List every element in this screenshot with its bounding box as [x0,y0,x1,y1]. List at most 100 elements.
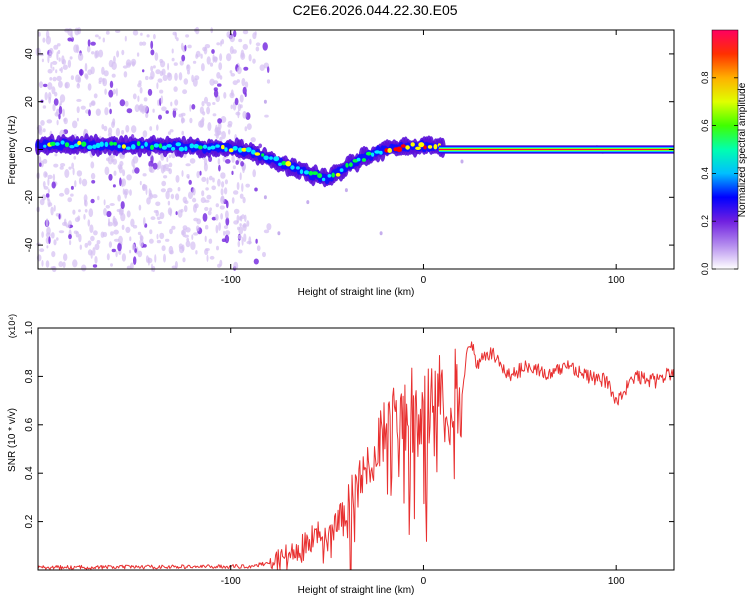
noise-speckle [39,248,45,253]
noise-speckle [129,236,132,242]
noise-speckle [91,51,95,55]
noise-speckle [237,234,242,240]
noise-speckle [95,108,101,116]
noise-speckle [241,183,244,192]
ridge-hotspot [251,149,256,155]
noise-speckle [244,214,247,222]
noise-speckle [244,126,248,132]
noise-speckle [42,158,48,164]
noise-speckle [216,245,219,251]
noise-speckle [180,208,184,213]
spectrogram-ytick-label: 0 [24,146,35,152]
ridge-hotspot [161,145,167,150]
noise-speckle [182,225,188,231]
colorbar-gradient [712,30,738,269]
noise-speckle [169,129,174,133]
ridge-hotspot [210,145,216,150]
ridge-hotspot [136,141,141,147]
noise-speckle [137,95,140,102]
ridge-hotspot [241,147,247,152]
noise-speckle [161,245,166,252]
spectrogram-panel: -100 0 100 -40 -20 0 20 40 Height of straight l… [7,26,675,298]
spectrogram-marks [35,26,674,273]
noise-speckle [90,250,93,259]
noise-speckle [120,201,125,210]
ridge-hotspot [178,146,185,152]
ridge-hotspot [303,170,310,175]
noise-speckle [112,184,116,188]
noise-speckle [183,78,189,85]
noise-speckle [168,245,174,255]
noise-speckle [240,215,243,222]
noise-speckle [139,180,142,186]
noise-speckle [72,120,78,129]
spectrogram-ytick-label: -20 [24,190,35,205]
noise-speckle [90,41,96,46]
noise-speckle [207,210,212,216]
noise-speckle [45,218,49,228]
noise-speckle [226,200,229,209]
ridge-hotspot [228,148,234,153]
noise-speckle [75,231,80,238]
noise-speckle [42,181,46,188]
noise-speckle [182,228,186,238]
noise-speckle [109,203,115,206]
noise-speckle [230,89,234,97]
noise-speckle [47,68,53,74]
noise-speckle [157,99,160,106]
noise-speckle [121,130,125,135]
noise-speckle [133,256,137,265]
noise-speckle [78,177,82,185]
spectrogram-axes: -100 0 100 -40 -20 0 20 40 [24,30,674,286]
noise-speckle [40,120,45,126]
noise-speckle [56,119,59,126]
noise-speckle [108,59,114,68]
noise-speckle [43,171,48,178]
noise-speckle [92,247,96,256]
noise-speckle [245,183,250,188]
noise-speckle [225,210,229,219]
noise-speckle [57,49,61,55]
noise-speckle [93,230,98,236]
noise-speckle [195,225,200,232]
noise-speckle [58,261,64,268]
noise-speckle [158,114,162,120]
ridge-hotspot [166,144,173,148]
noise-speckle [163,175,168,179]
noise-speckle [112,88,117,95]
noise-speckle [167,72,171,78]
noise-speckle [58,230,65,234]
noise-speckle [159,232,165,240]
noise-speckle [209,207,213,211]
noise-speckle [116,209,121,212]
noise-speckle [58,213,61,220]
noise-speckle [167,62,170,71]
noise-speckle [150,216,156,221]
noise-speckle [216,72,221,79]
noise-speckle [87,39,91,47]
noise-speckle [172,107,178,111]
noise-speckle [139,41,143,46]
noise-speckle [227,120,233,126]
noise-speckle [216,42,221,46]
noise-speckle [203,158,208,166]
ridge-hotspot [95,142,101,149]
ridge-hotspot [400,144,406,148]
noise-speckle [181,170,184,177]
noise-speckle [223,187,228,195]
noise-speckle [201,100,205,107]
noise-speckle [52,173,56,182]
noise-speckle [51,86,56,95]
noise-speckle [103,208,107,216]
noise-speckle [50,232,55,239]
noise-speckle [84,62,88,72]
noise-speckle [111,248,117,253]
ridge-hotspot [423,145,427,150]
ridge-hotspot [237,147,243,153]
noise-speckle [50,206,54,216]
ridge-hotspot [410,142,415,147]
noise-speckle [159,89,164,94]
noise-speckle [229,35,235,43]
noise-speckle [181,116,184,124]
noise-speckle [67,59,72,68]
